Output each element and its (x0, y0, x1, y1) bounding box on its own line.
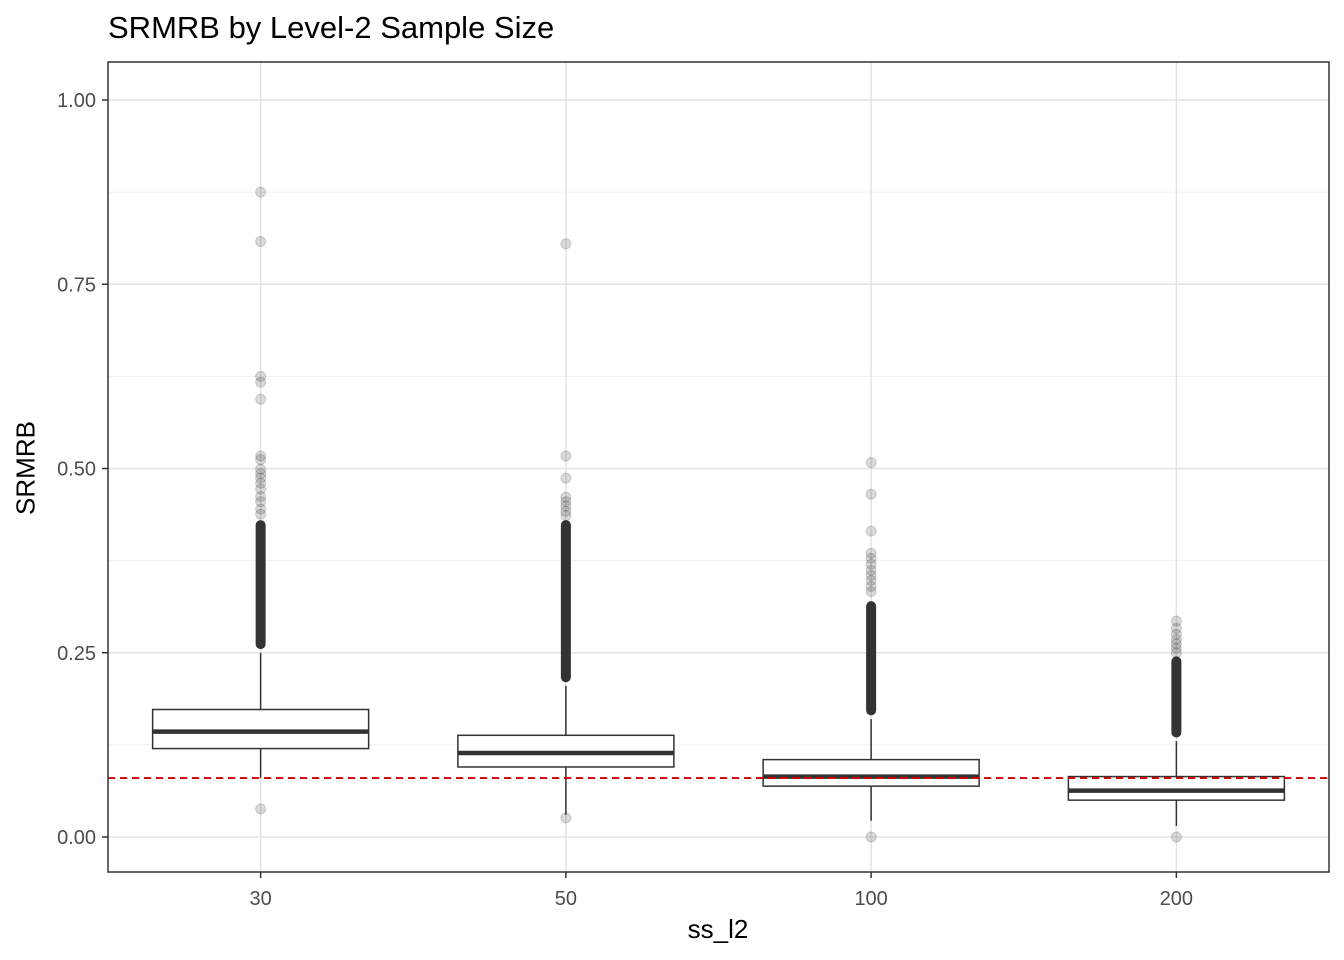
outlier-band (560, 520, 571, 683)
outlier-point (1170, 615, 1182, 627)
outlier-point (865, 831, 877, 843)
y-tick-label: 0.50 (57, 459, 96, 481)
chart-title: SRMRB by Level-2 Sample Size (108, 10, 555, 45)
outlier-point (255, 468, 267, 480)
y-tick-label: 0.75 (57, 274, 96, 296)
x-tick-label: 50 (555, 888, 577, 910)
outlier-point (1170, 628, 1182, 640)
y-tick-label: 0.00 (57, 827, 96, 849)
x-tick-label: 200 (1160, 888, 1193, 910)
outlier-point (255, 503, 267, 515)
outlier-point (865, 488, 877, 500)
outlier-point (865, 586, 877, 598)
outlier-point (1170, 638, 1182, 650)
outlier-point (865, 569, 877, 581)
outlier-point (560, 238, 572, 250)
outlier-point (255, 186, 267, 198)
outlier-point (560, 510, 572, 522)
x-tick-label: 30 (250, 888, 272, 910)
outlier-point (560, 500, 572, 512)
outlier-point (865, 564, 877, 576)
outlier-point (255, 483, 267, 495)
y-tick-label: 1.00 (57, 90, 96, 112)
outlier-point (255, 508, 267, 520)
outlier-point (255, 477, 267, 489)
outlier-point (1170, 642, 1182, 654)
outlier-point (255, 803, 267, 815)
outlier-point (255, 370, 267, 382)
outlier-point (1170, 633, 1182, 645)
box-30 (151, 708, 370, 750)
outlier-point (560, 505, 572, 517)
outlier-point (865, 575, 877, 587)
outlier-point (255, 496, 267, 508)
outlier-point (560, 491, 572, 503)
plot-border (107, 61, 1330, 873)
outlier-point (865, 558, 877, 570)
outlier-point (560, 450, 572, 462)
outlier-point (560, 472, 572, 484)
outlier-point (255, 454, 267, 466)
outlier-band (866, 601, 877, 716)
plot-panel (108, 62, 1329, 872)
outlier-point (255, 463, 267, 475)
outlier-point (255, 491, 267, 503)
outlier-point (255, 236, 267, 248)
y-tick-label: 0.25 (57, 643, 96, 665)
outlier-point (865, 580, 877, 592)
outlier-point (1170, 622, 1182, 634)
outlier-point (865, 552, 877, 564)
outlier-band (255, 520, 266, 650)
outlier-point (865, 457, 877, 469)
x-tick-label: 100 (854, 888, 887, 910)
outlier-point (255, 376, 267, 388)
outlier-point (255, 393, 267, 405)
outlier-point (255, 450, 267, 462)
box-100 (762, 758, 980, 787)
outlier-point (865, 547, 877, 559)
outlier-point (1170, 831, 1182, 843)
outlier-band (1171, 656, 1182, 738)
outlier-point (1170, 647, 1182, 659)
outlier-point (865, 525, 877, 537)
outlier-point (560, 496, 572, 508)
x-axis-label: ss_l2 (687, 914, 749, 944)
outlier-point (255, 472, 267, 484)
